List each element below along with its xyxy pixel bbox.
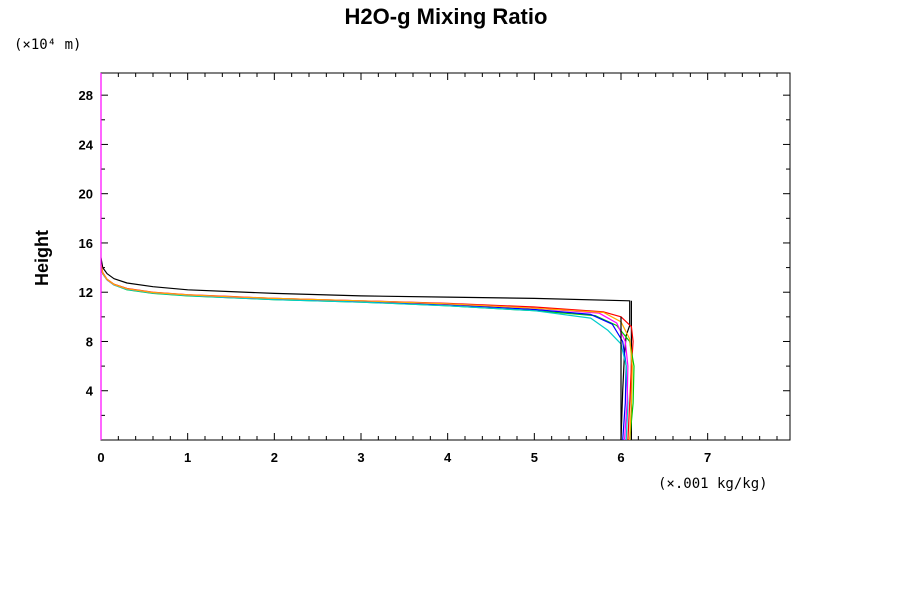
series-line-6 — [100, 264, 629, 441]
y-tick-label: 16 — [79, 236, 93, 251]
series-line-5 — [100, 264, 627, 441]
x-axis-unit-label: (×.001 kg/kg) — [658, 476, 768, 492]
y-tick-label: 28 — [79, 88, 93, 103]
x-tick-label: 3 — [357, 450, 364, 465]
series-group — [100, 73, 635, 441]
series-line-1 — [100, 257, 631, 441]
series-line-4 — [100, 264, 635, 441]
y-tick-label: 20 — [79, 187, 93, 202]
x-tick-label: 5 — [531, 450, 538, 465]
series-line-8 — [100, 264, 633, 441]
y-axis-label: Height — [32, 230, 52, 286]
series-line-3 — [100, 263, 634, 441]
chart-title: H2O-g Mixing Ratio — [345, 4, 548, 29]
y-tick-label: 24 — [79, 137, 94, 152]
x-tick-label: 1 — [184, 450, 191, 465]
x-tick-label: 7 — [704, 450, 711, 465]
y-axis-tick-labels: 4 8 12 16 20 24 28 — [79, 88, 94, 399]
plot-area-frame — [100, 72, 791, 441]
x-axis-tick-labels: 0 1 2 3 4 5 6 7 — [97, 450, 711, 465]
x-tick-label: 2 — [271, 450, 278, 465]
x-tick-label: 0 — [97, 450, 104, 465]
y-tick-label: 12 — [79, 285, 93, 300]
x-tick-label: 6 — [617, 450, 624, 465]
series-line-7 — [100, 264, 629, 441]
y-tick-label: 8 — [86, 334, 93, 349]
axis-ticks — [100, 73, 790, 440]
y-tick-label: 4 — [86, 384, 94, 399]
x-tick-label: 4 — [444, 450, 452, 465]
y-axis-unit-label: (×10⁴ m) — [14, 37, 81, 53]
